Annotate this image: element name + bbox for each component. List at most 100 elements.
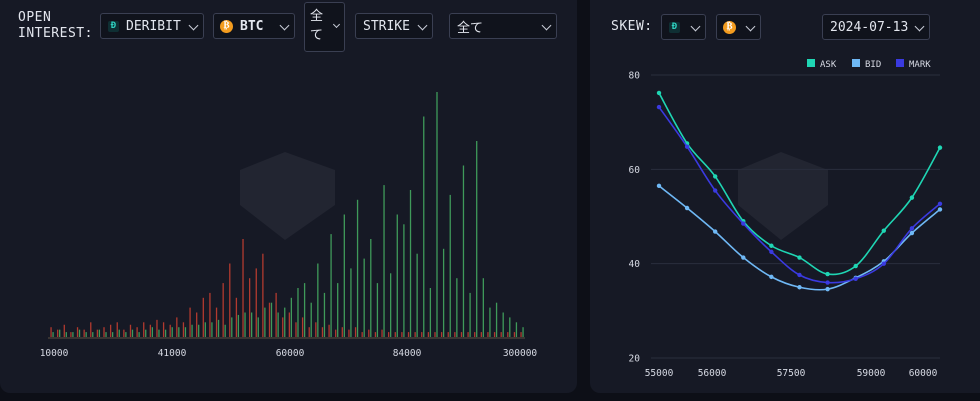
x-tick-label: 57500 xyxy=(777,368,806,379)
expiry-select[interactable]: 全 て xyxy=(304,2,345,52)
data-point-bid xyxy=(656,183,662,189)
data-point-ask xyxy=(937,145,943,150)
call-bar xyxy=(184,327,187,337)
filter-select[interactable]: 全て xyxy=(449,13,557,39)
call-bar xyxy=(390,273,392,337)
call-bar xyxy=(250,312,253,337)
put-bar xyxy=(421,332,423,337)
deribit-icon: Đ xyxy=(108,20,119,32)
data-point-bid xyxy=(684,205,690,211)
put-bar xyxy=(434,332,436,337)
call-bar xyxy=(337,283,339,337)
call-bar xyxy=(72,332,74,337)
call-bar xyxy=(85,332,87,337)
put-bar xyxy=(149,324,151,337)
data-point-ask xyxy=(909,195,915,200)
open-interest-chart: 10000 41000 60000 84000 300000 xyxy=(40,92,538,359)
put-bar xyxy=(123,329,125,337)
call-bar xyxy=(145,329,147,337)
mode-select[interactable]: STRIKE xyxy=(355,13,433,39)
open-interest-label: OPEN INTEREST: xyxy=(18,10,93,41)
put-bar xyxy=(500,332,502,337)
call-bar xyxy=(449,194,451,337)
call-bar xyxy=(105,332,107,337)
call-bar xyxy=(98,329,101,337)
deribit-icon: Đ xyxy=(669,21,680,33)
call-bar xyxy=(217,319,220,337)
put-bar xyxy=(493,332,496,337)
put-bar xyxy=(182,322,185,337)
call-bar xyxy=(118,329,120,337)
put-bar xyxy=(374,332,377,337)
put-bar xyxy=(315,322,317,337)
put-bar xyxy=(401,332,403,337)
skew-date-select[interactable]: 2024-07-13 xyxy=(822,14,930,40)
call-bar xyxy=(290,297,293,337)
exchange-select[interactable]: Đ DERIBIT xyxy=(100,13,204,39)
data-point-mark xyxy=(937,201,943,206)
put-bar xyxy=(335,329,337,337)
put-bar xyxy=(454,332,456,337)
put-bar xyxy=(50,327,52,337)
put-bar xyxy=(467,332,469,337)
filter-select-label: 全て xyxy=(457,20,484,36)
y-tick-label: 40 xyxy=(629,259,641,270)
call-bar xyxy=(502,312,504,337)
call-bar xyxy=(284,307,286,337)
call-bar xyxy=(476,141,478,337)
call-bar xyxy=(264,307,266,337)
x-tick-label: 59000 xyxy=(857,368,886,379)
skew-exchange-select[interactable]: Đ xyxy=(661,14,706,40)
call-bar xyxy=(323,292,326,337)
data-point-mark xyxy=(684,144,690,149)
call-bar xyxy=(423,116,425,337)
x-tick-label: 56000 xyxy=(698,368,727,379)
data-point-mark xyxy=(825,280,830,285)
data-point-ask xyxy=(797,255,802,260)
put-bar xyxy=(262,253,264,337)
put-bar xyxy=(381,329,383,337)
data-point-ask xyxy=(713,174,718,179)
put-bar xyxy=(229,263,231,337)
put-bar xyxy=(90,322,92,337)
call-bar xyxy=(489,307,491,337)
call-bar xyxy=(343,214,345,337)
put-bar xyxy=(189,307,191,337)
call-bar xyxy=(92,332,94,337)
put-bar xyxy=(215,307,218,337)
call-bar xyxy=(522,327,524,337)
skew-asset-select[interactable]: ₿ xyxy=(716,14,761,40)
x-tick-label: 300000 xyxy=(503,348,538,359)
call-bar xyxy=(237,314,240,337)
data-point-bid xyxy=(797,285,802,290)
put-bar xyxy=(348,329,350,337)
call-bar xyxy=(52,332,54,337)
put-bar xyxy=(109,324,112,337)
put-bar xyxy=(295,322,297,337)
data-point-mark xyxy=(853,276,858,281)
put-bar xyxy=(308,327,310,337)
call-bar xyxy=(356,199,359,337)
skew-label: SKEW: xyxy=(611,19,653,34)
call-bar xyxy=(171,327,173,337)
call-bar xyxy=(469,292,471,337)
put-bar xyxy=(176,317,178,337)
call-bar xyxy=(65,332,67,337)
expiry-select-label: 全 て xyxy=(310,9,324,43)
data-point-mark xyxy=(741,221,746,226)
put-bar xyxy=(162,322,165,337)
call-bar xyxy=(59,329,61,337)
call-bar xyxy=(482,278,484,337)
legend-swatch xyxy=(896,59,904,67)
call-bar xyxy=(462,165,465,337)
data-point-bid xyxy=(769,274,774,280)
exchange-select-label: DERIBIT xyxy=(126,18,181,34)
put-bar xyxy=(361,332,363,337)
put-bar xyxy=(282,317,284,337)
call-bar xyxy=(383,185,385,337)
call-bar xyxy=(370,239,372,337)
data-point-ask xyxy=(769,243,774,248)
legend-swatch xyxy=(807,59,815,67)
asset-select[interactable]: ₿ BTC xyxy=(213,13,295,39)
call-bar xyxy=(330,234,332,337)
